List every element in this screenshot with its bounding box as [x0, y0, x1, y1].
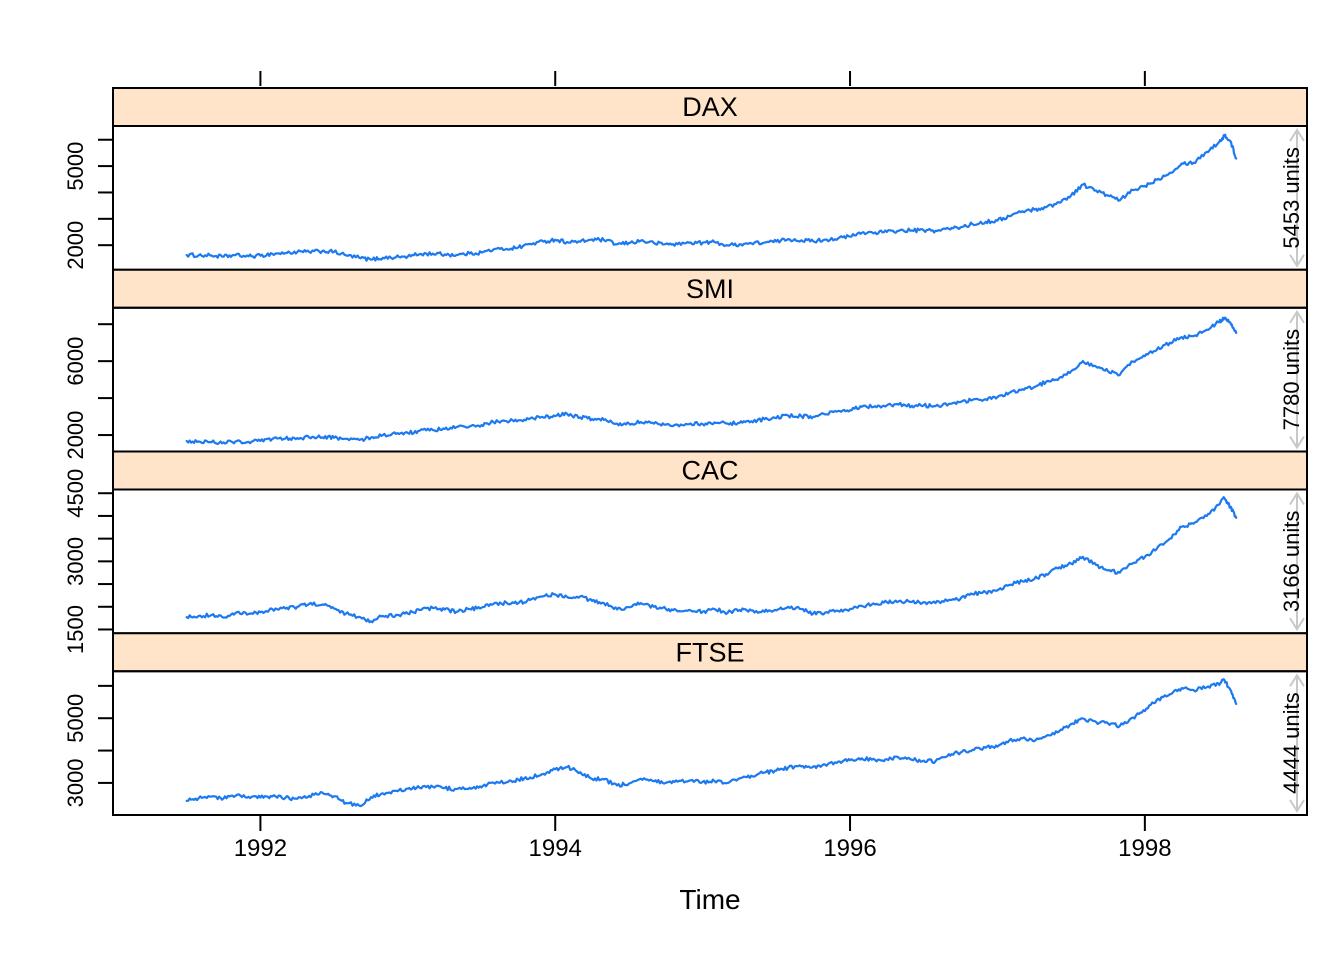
- strip-dax: [112, 87, 1308, 127]
- x-axis-title: Time: [679, 884, 741, 915]
- series-line-ftse: [185, 678, 1238, 808]
- y-tick-label: 3000: [63, 758, 88, 807]
- x-tick-label: 1996: [823, 835, 876, 862]
- strip-cac: [112, 450, 1308, 491]
- range-label-dax: 5453 units: [1279, 147, 1304, 249]
- y-tick-label: 4500: [63, 469, 88, 518]
- panel-smi: [112, 306, 1308, 453]
- y-tick-label: 2000: [63, 221, 88, 270]
- range-label-smi: 7780 units: [1279, 329, 1304, 431]
- y-tick-label: 2000: [63, 411, 88, 460]
- series-line-cac: [185, 496, 1238, 624]
- strip-ftse: [112, 632, 1308, 673]
- range-label-ftse: 4444 units: [1279, 692, 1304, 794]
- strip-label-smi: SMI: [686, 274, 734, 304]
- y-tick-label: 5000: [63, 694, 88, 743]
- range-arrow-head-top: [1289, 673, 1305, 687]
- range-arrow-head-bottom: [1289, 617, 1305, 632]
- panel-cac: [112, 488, 1308, 635]
- y-tick-label: 5000: [63, 142, 88, 191]
- x-tick-label: 1994: [529, 835, 582, 862]
- range-arrow-head-bottom: [1289, 254, 1305, 268]
- series-line-dax: [185, 133, 1238, 262]
- strip-label-cac: CAC: [681, 456, 738, 486]
- range-arrow-head-top: [1289, 128, 1305, 142]
- y-tick-label: 6000: [63, 337, 88, 386]
- strip-label-ftse: FTSE: [675, 637, 744, 667]
- range-arrow-head-bottom: [1289, 435, 1305, 450]
- range-arrow-head-top: [1289, 491, 1305, 506]
- range-arrow-head-bottom: [1289, 799, 1305, 813]
- y-tick-label: 3000: [63, 537, 88, 586]
- panel-dax: [112, 125, 1308, 271]
- range-arrow-head-top: [1289, 309, 1305, 324]
- panel-ftse: [112, 670, 1308, 816]
- x-tick-label: 1992: [234, 835, 287, 862]
- series-line-smi: [185, 316, 1238, 445]
- y-tick-label: 1500: [63, 605, 88, 654]
- range-label-cac: 3166 units: [1279, 511, 1304, 613]
- strip-label-dax: DAX: [682, 92, 738, 122]
- x-tick-label: 1998: [1118, 835, 1171, 862]
